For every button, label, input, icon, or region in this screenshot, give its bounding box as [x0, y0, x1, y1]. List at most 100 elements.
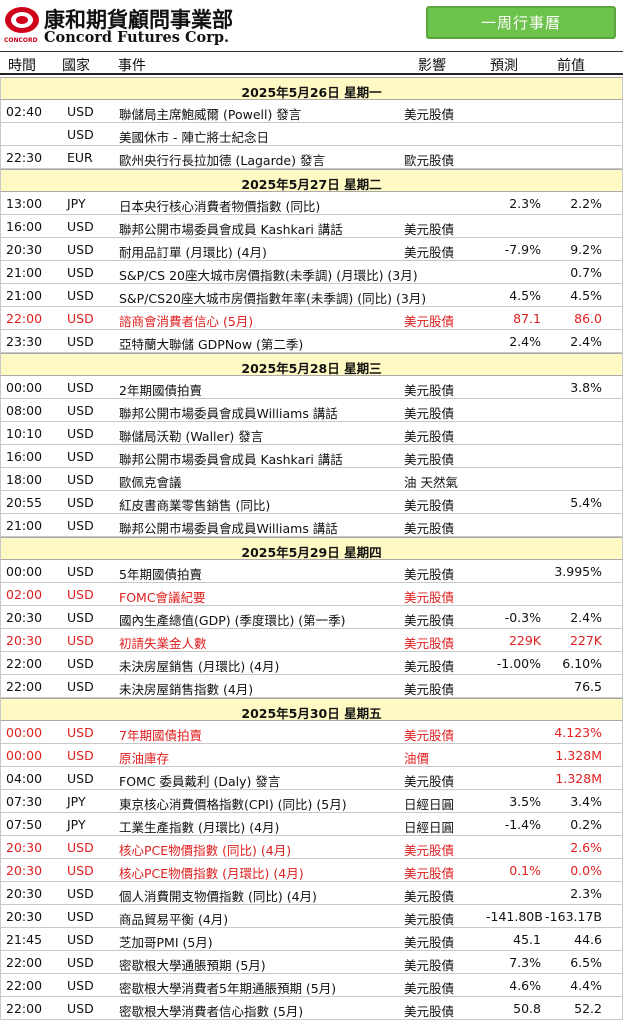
event-previous: 2.4%	[570, 610, 602, 625]
event-impact: 美元股債	[404, 659, 455, 674]
event-name: 5年期國債拍賣	[119, 567, 202, 582]
event-name: 7年期國債拍賣	[119, 728, 202, 743]
table-row: 07:30 JPY 東京核心消費價格指數(CPI) (同比) (5月) 日經日圓 3.5…	[0, 790, 623, 813]
event-country: USD	[67, 955, 94, 970]
event-name: 密歇根大學消費者信心指數 (5月)	[119, 1004, 304, 1019]
event-country: USD	[67, 311, 94, 326]
event-time: 22:00	[6, 955, 43, 970]
logo-english-name: Concord Futures Corp.	[44, 29, 230, 46]
event-impact: 美元股債	[404, 521, 455, 536]
event-previous: 2.3%	[570, 886, 602, 901]
logo-small-text: CONCORD	[4, 37, 38, 44]
event-country: USD	[67, 380, 94, 395]
table-row: 20:30 USD 商品貿易平衡 (4月) 美元股債 -141.80B -163.17B	[0, 905, 623, 928]
event-impact: 美元股債	[404, 981, 455, 996]
date-label: 2025年5月27日 星期二	[241, 177, 382, 192]
event-country: USD	[67, 242, 94, 257]
event-previous: 52.2	[574, 1001, 602, 1016]
event-impact: 美元股債	[404, 912, 455, 927]
table-row: 21:00 USD S&P/CS20座大城市房價指數年率(未季調) (同比) (3月…	[0, 284, 623, 307]
event-impact: 美元股債	[404, 406, 455, 421]
event-forecast: 7.3%	[509, 955, 541, 970]
calendar-table: 2025年5月26日 星期一 02:40 USD 聯儲局主席鮑威爾 (Powell) …	[0, 77, 623, 1020]
event-name: 初請失業金人數	[119, 636, 207, 651]
event-forecast: 3.5%	[509, 794, 541, 809]
event-impact: 日經日圓	[404, 797, 455, 812]
event-time: 22:00	[6, 656, 43, 671]
event-previous: 2.6%	[570, 840, 602, 855]
event-impact: 美元股債	[404, 429, 455, 444]
table-row: 00:00 USD 7年期國債拍賣 美元股債 4.123%	[0, 721, 623, 744]
event-country: USD	[67, 587, 94, 602]
event-impact: 美元股債	[404, 636, 455, 651]
event-country: USD	[67, 449, 94, 464]
event-previous: 9.2%	[570, 242, 602, 257]
event-impact: 油價	[404, 751, 430, 766]
event-country: USD	[67, 265, 94, 280]
event-name: 亞特蘭大聯儲 GDPNow (第二季)	[119, 337, 304, 352]
date-header-row: 2025年5月27日 星期二	[0, 169, 623, 192]
table-row: 22:00 USD 密歇根大學通脹預期 (5月) 美元股債 7.3% 6.5%	[0, 951, 623, 974]
event-impact: 美元股債	[404, 314, 455, 329]
event-previous: 0.2%	[570, 817, 602, 832]
event-previous: 1.328M	[555, 748, 602, 763]
event-name: 原油庫存	[119, 751, 170, 766]
event-country: USD	[67, 932, 94, 947]
event-impact: 美元股債	[404, 107, 455, 122]
event-country: USD	[67, 840, 94, 855]
event-country: USD	[67, 909, 94, 924]
event-country: USD	[67, 978, 94, 993]
event-previous: -163.17B	[545, 909, 602, 924]
event-impact: 日經日圓	[404, 820, 455, 835]
event-country: USD	[67, 334, 94, 349]
event-previous: 3.4%	[570, 794, 602, 809]
event-previous: 6.10%	[562, 656, 602, 671]
table-row: 02:00 USD FOMC會議紀要 美元股債	[0, 583, 623, 606]
event-time: 22:30	[6, 150, 43, 165]
event-previous: 3.8%	[570, 380, 602, 395]
event-time: 22:00	[6, 978, 43, 993]
event-impact: 美元股債	[404, 590, 455, 605]
header-event: 事件	[118, 58, 146, 74]
event-time: 20:30	[6, 909, 43, 924]
event-country: USD	[67, 863, 94, 878]
header-previous: 前值	[557, 58, 585, 74]
event-country: USD	[67, 104, 94, 119]
event-time: 20:30	[6, 633, 43, 648]
event-forecast: -1.4%	[504, 817, 541, 832]
event-name: S&P/CS 20座大城市房價指數(未季調) (月環比) (3月)	[119, 268, 418, 283]
table-row: 02:40 USD 聯儲局主席鮑威爾 (Powell) 發言 美元股債	[0, 100, 623, 123]
event-previous: 2.4%	[570, 334, 602, 349]
event-country: USD	[67, 219, 94, 234]
event-previous: 2.2%	[570, 196, 602, 211]
event-time: 07:50	[6, 817, 43, 832]
event-time: 20:30	[6, 886, 43, 901]
event-country: JPY	[67, 794, 86, 809]
table-row: 21:45 USD 芝加哥PMI (5月) 美元股債 45.1 44.6	[0, 928, 623, 951]
event-country: USD	[67, 656, 94, 671]
event-name: S&P/CS20座大城市房價指數年率(未季調) (同比) (3月)	[119, 291, 427, 306]
event-time: 21:00	[6, 288, 43, 303]
event-impact: 美元股債	[404, 222, 455, 237]
header-forecast: 預測	[490, 58, 518, 74]
table-row: 20:30 USD 個人消費開支物價指數 (同比) (4月) 美元股債 2.3%	[0, 882, 623, 905]
event-time: 00:00	[6, 748, 43, 763]
event-time: 23:30	[6, 334, 43, 349]
table-row: 07:50 JPY 工業生產指數 (月環比) (4月) 日經日圓 -1.4% 0.2%	[0, 813, 623, 836]
weekly-calendar-badge: 一周行事曆	[426, 6, 616, 39]
table-row: 20:30 USD 核心PCE物價指數 (月環比) (4月) 美元股債 0.1% 0.0%	[0, 859, 623, 882]
event-time: 00:00	[6, 380, 43, 395]
event-name: 聯邦公開市場委員會成員Williams 講話	[119, 521, 338, 536]
event-time: 10:10	[6, 426, 43, 441]
event-previous: 4.4%	[570, 978, 602, 993]
event-time: 18:00	[6, 472, 43, 487]
table-row: 00:00 USD 5年期國債拍賣 美元股債 3.995%	[0, 560, 623, 583]
table-row: 16:00 USD 聯邦公開市場委員會成員 Kashkari 講話 美元股債	[0, 445, 623, 468]
event-previous: 3.995%	[554, 564, 602, 579]
table-header: 時間 國家 事件 影響 預測 前值	[0, 51, 623, 75]
event-country: USD	[67, 633, 94, 648]
event-forecast: 229K	[508, 633, 541, 648]
event-previous: 76.5	[574, 679, 602, 694]
concord-logo-icon	[5, 7, 39, 33]
event-forecast: -7.9%	[504, 242, 541, 257]
